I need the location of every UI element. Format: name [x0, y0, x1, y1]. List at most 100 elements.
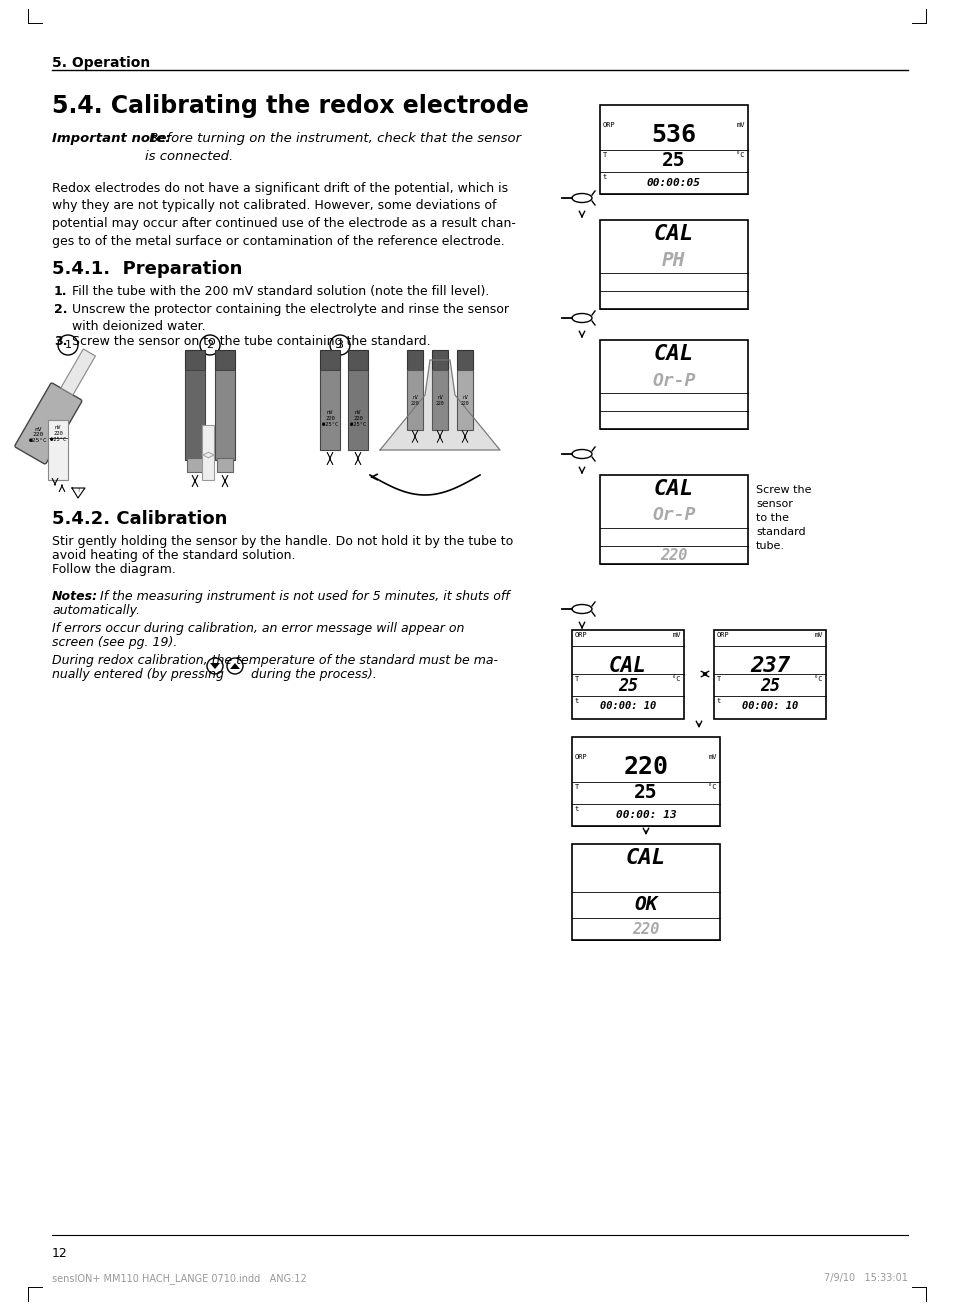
- Text: 220: 220: [623, 755, 668, 779]
- Bar: [187, 458, 203, 472]
- Text: ORP: ORP: [717, 631, 729, 638]
- Bar: [599, 341, 747, 428]
- Text: T: T: [717, 676, 720, 683]
- Text: 3: 3: [336, 341, 343, 350]
- Text: nV
220
●25°C: nV 220 ●25°C: [29, 427, 48, 443]
- Text: CAL: CAL: [653, 345, 694, 364]
- Text: 00:00: 10: 00:00: 10: [599, 701, 656, 711]
- Bar: [214, 369, 234, 460]
- Bar: [319, 350, 339, 369]
- Text: Follow the diagram.: Follow the diagram.: [52, 563, 175, 576]
- Text: 237: 237: [749, 656, 789, 676]
- Bar: [185, 369, 205, 460]
- Text: 5.4.2. Calibration: 5.4.2. Calibration: [52, 510, 227, 528]
- Text: CAL: CAL: [653, 224, 694, 244]
- Text: automatically.: automatically.: [52, 604, 140, 617]
- Text: screen (see pg. 19).: screen (see pg. 19).: [52, 635, 177, 648]
- Text: If the measuring instrument is not used for 5 minutes, it shuts off: If the measuring instrument is not used …: [96, 590, 509, 603]
- Text: Screw the
sensor
to the
standard
tube.: Screw the sensor to the standard tube.: [755, 485, 811, 552]
- Text: ORP: ORP: [575, 631, 587, 638]
- FancyBboxPatch shape: [15, 383, 82, 464]
- Text: Fill the tube with the 200 mV standard solution (note the fill level).: Fill the tube with the 200 mV standard s…: [71, 286, 489, 297]
- Bar: [407, 350, 422, 369]
- Text: avoid heating of the standard solution.: avoid heating of the standard solution.: [52, 549, 295, 562]
- Text: Unscrew the protector containing the electrolyte and rinse the sensor
with deion: Unscrew the protector containing the ele…: [71, 303, 509, 334]
- Text: 5.4. Calibrating the redox electrode: 5.4. Calibrating the redox electrode: [52, 94, 528, 118]
- Text: 25: 25: [661, 152, 685, 170]
- Text: nV
220: nV 220: [410, 396, 419, 406]
- Text: Notes:: Notes:: [52, 590, 98, 603]
- Bar: [432, 369, 448, 430]
- Text: 2.: 2.: [54, 303, 68, 316]
- Text: 220: 220: [632, 921, 659, 937]
- Text: Redox electrodes do not have a significant drift of the potential, which is
why : Redox electrodes do not have a significa…: [52, 182, 516, 248]
- Text: 1: 1: [65, 341, 71, 350]
- Text: nV
220: nV 220: [460, 396, 469, 406]
- Text: Stir gently holding the sensor by the handle. Do not hold it by the tube to: Stir gently holding the sensor by the ha…: [52, 534, 513, 548]
- Bar: [572, 844, 720, 941]
- Text: 3.: 3.: [54, 335, 68, 348]
- Text: 7/9/10   15:33:01: 7/9/10 15:33:01: [823, 1273, 907, 1282]
- Text: 25: 25: [618, 677, 638, 696]
- Polygon shape: [379, 360, 499, 451]
- Text: nV
220
●25°C: nV 220 ●25°C: [50, 424, 66, 441]
- Bar: [48, 421, 68, 479]
- Bar: [599, 105, 747, 194]
- Text: t: t: [602, 174, 607, 179]
- Text: t: t: [575, 806, 578, 812]
- Polygon shape: [210, 663, 220, 669]
- Bar: [713, 630, 825, 719]
- Text: ORP: ORP: [602, 122, 615, 128]
- Bar: [348, 350, 368, 369]
- Text: sensION+ MM110 HACH_LANGE 0710.indd   ANG:12: sensION+ MM110 HACH_LANGE 0710.indd ANG:…: [52, 1273, 307, 1284]
- Text: CAL: CAL: [625, 848, 665, 869]
- Text: ORP: ORP: [575, 755, 587, 760]
- Text: 5.4.1.  Preparation: 5.4.1. Preparation: [52, 259, 242, 278]
- Text: mV: mV: [708, 755, 717, 760]
- Text: 1.: 1.: [54, 286, 68, 297]
- Text: °C: °C: [814, 676, 822, 683]
- Text: 5. Operation: 5. Operation: [52, 56, 150, 69]
- Bar: [216, 458, 233, 472]
- Text: T: T: [575, 676, 578, 683]
- Text: mV: mV: [672, 631, 680, 638]
- Text: t: t: [717, 698, 720, 703]
- Text: 12: 12: [52, 1247, 68, 1260]
- Bar: [407, 369, 422, 430]
- Text: °C: °C: [672, 676, 680, 683]
- Text: OK: OK: [634, 896, 657, 914]
- Text: 00:00: 10: 00:00: 10: [741, 701, 798, 711]
- Bar: [319, 369, 339, 451]
- Text: during the process).: during the process).: [247, 668, 376, 681]
- Text: CAL: CAL: [653, 479, 694, 499]
- Text: nV
220
●25°C: nV 220 ●25°C: [321, 410, 337, 427]
- Text: !: !: [77, 487, 79, 493]
- Text: Or-P: Or-P: [652, 507, 695, 524]
- Text: 00:00: 13: 00:00: 13: [615, 810, 676, 820]
- Text: 25: 25: [634, 783, 657, 803]
- Polygon shape: [230, 663, 240, 669]
- Bar: [572, 630, 683, 719]
- Text: If errors occur during calibration, an error message will appear on: If errors occur during calibration, an e…: [52, 622, 464, 635]
- Text: Screw the sensor on to the tube containing the standard.: Screw the sensor on to the tube containi…: [71, 335, 430, 348]
- Text: nually entered (by pressing: nually entered (by pressing: [52, 668, 224, 681]
- Text: Or-P: Or-P: [652, 372, 695, 389]
- Bar: [214, 350, 234, 369]
- Bar: [61, 348, 95, 394]
- Text: CAL: CAL: [608, 656, 646, 676]
- Text: During redox calibration, the temperature of the standard must be ma-: During redox calibration, the temperatur…: [52, 654, 497, 667]
- Text: 220: 220: [659, 548, 687, 562]
- Text: 00:00:05: 00:00:05: [646, 178, 700, 189]
- Text: T: T: [575, 783, 578, 790]
- Bar: [572, 738, 720, 827]
- Bar: [456, 350, 473, 369]
- Bar: [185, 350, 205, 369]
- Text: mV: mV: [814, 631, 822, 638]
- Text: nV
220
●25°C: nV 220 ●25°C: [350, 410, 366, 427]
- Text: mV: mV: [736, 122, 744, 128]
- Text: PH: PH: [661, 252, 685, 270]
- Text: Before turning on the instrument, check that the sensor
is connected.: Before turning on the instrument, check …: [145, 132, 520, 162]
- Bar: [456, 369, 473, 430]
- Bar: [599, 476, 747, 565]
- Text: °C: °C: [736, 152, 744, 159]
